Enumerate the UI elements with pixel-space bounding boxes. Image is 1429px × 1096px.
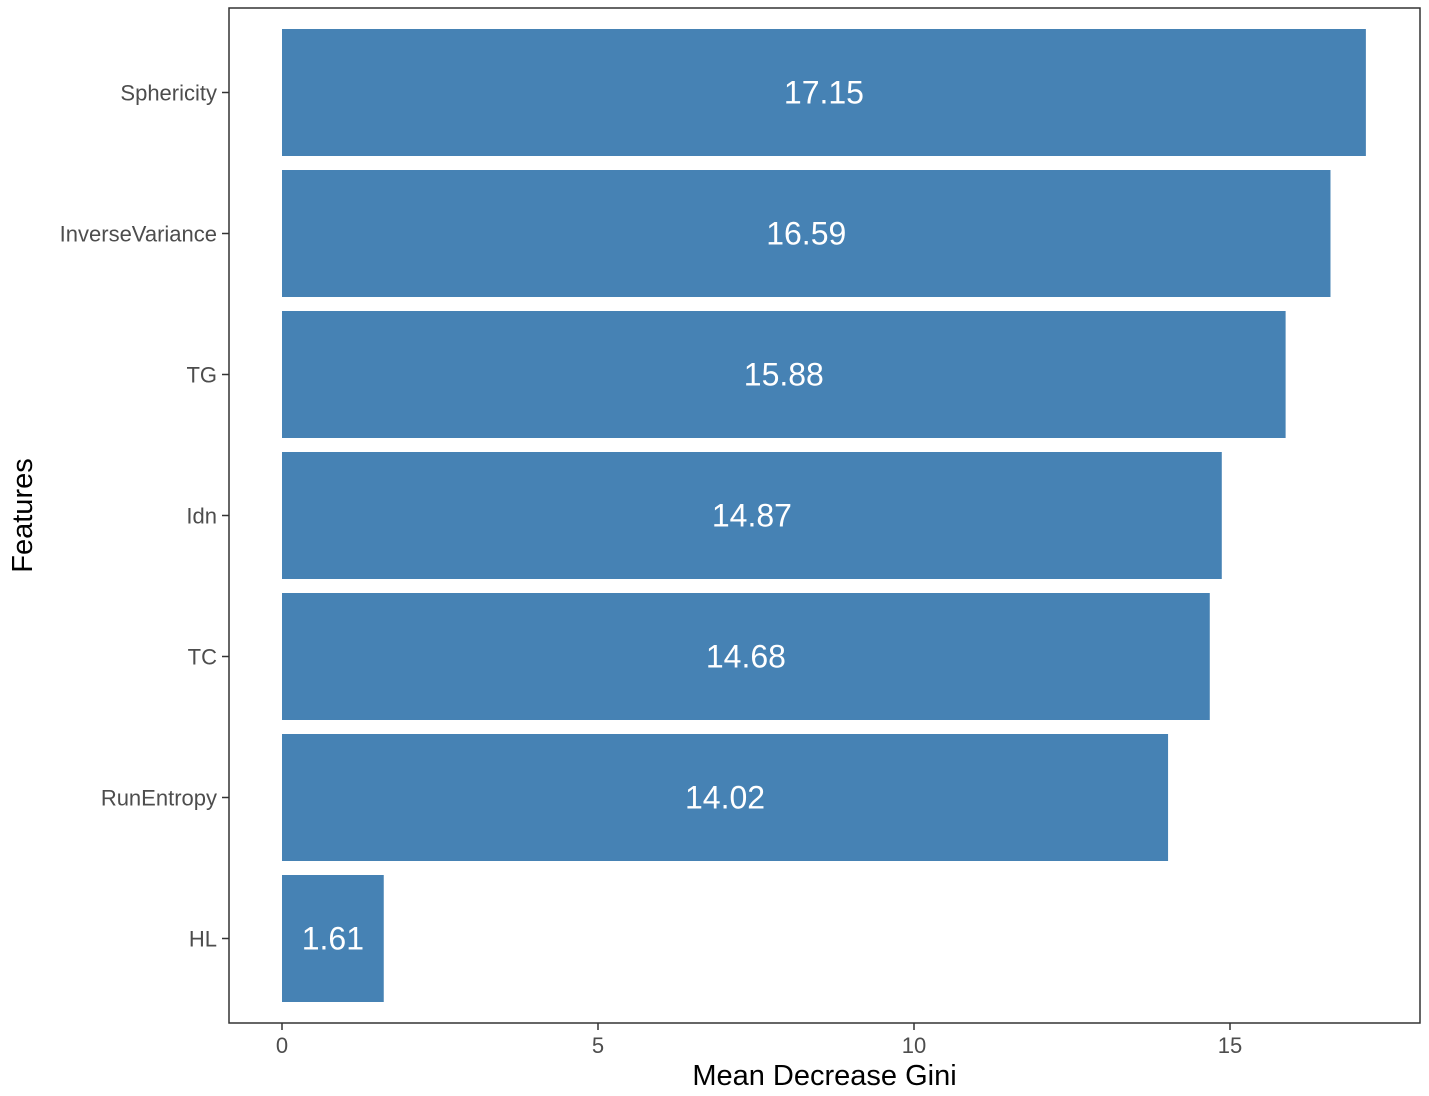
y-axis: Sphericity InverseVariance TG Idn TC RunEntro… — [60, 81, 229, 952]
x-tick-label: 10 — [902, 1033, 926, 1058]
bar-value-label: 14.68 — [706, 639, 786, 675]
bar-value-label: 15.88 — [744, 357, 824, 393]
bar — [282, 29, 1366, 156]
bar — [282, 311, 1286, 438]
x-tick-label: 5 — [592, 1033, 604, 1058]
bar-value-label: 1.61 — [302, 921, 364, 957]
bar-value-label: 14.87 — [712, 498, 792, 534]
x-tick-label: 15 — [1218, 1033, 1242, 1058]
y-tick-label: TC — [188, 645, 217, 670]
x-tick-label: 0 — [276, 1033, 288, 1058]
y-tick-label: RunEntropy — [101, 786, 217, 811]
bar — [282, 170, 1331, 297]
bars-layer — [282, 29, 1366, 1002]
bar-value-label: 14.02 — [685, 780, 765, 816]
y-tick-label: HL — [189, 927, 217, 952]
y-tick-label: Idn — [186, 504, 217, 529]
bar — [282, 593, 1210, 720]
x-axis-title: Mean Decrease Gini — [692, 1060, 956, 1092]
bar — [282, 875, 384, 1002]
data-labels-layer: 17.15 16.59 15.88 14.87 14.68 14.02 1.61 — [302, 75, 864, 957]
y-axis-title: Features — [7, 458, 39, 572]
y-tick-label: TG — [186, 363, 217, 388]
bar — [282, 734, 1169, 861]
bar — [282, 452, 1222, 579]
bar-value-label: 17.15 — [784, 75, 864, 111]
y-tick-label: Sphericity — [120, 81, 217, 106]
bar-value-label: 16.59 — [766, 216, 846, 252]
y-tick-label: InverseVariance — [60, 222, 217, 247]
x-axis: 0 5 10 15 — [276, 1023, 1242, 1058]
